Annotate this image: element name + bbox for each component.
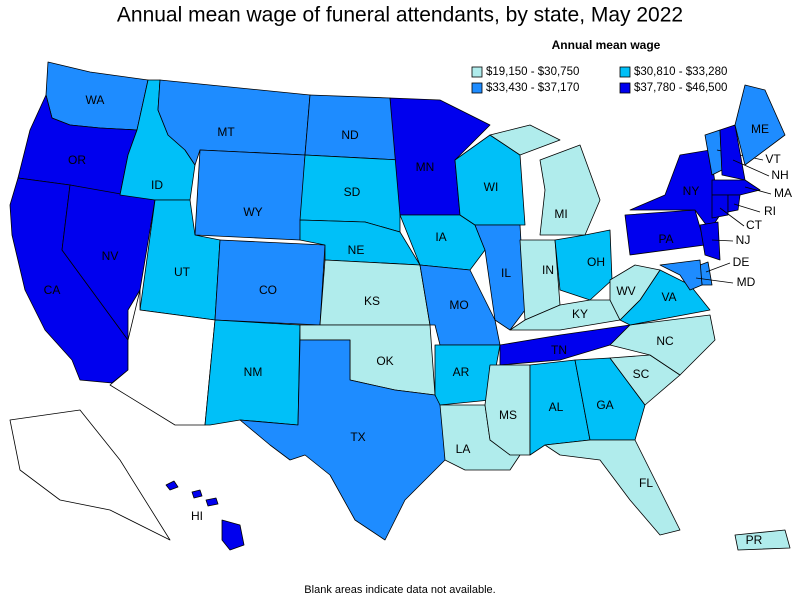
state-label: ND (341, 128, 359, 142)
state-label: LA (456, 442, 471, 456)
state (221, 519, 245, 551)
state-label: WI (484, 180, 499, 194)
state (734, 84, 786, 166)
state (711, 194, 729, 219)
state-label: FL (639, 476, 653, 490)
state-label: PR (746, 533, 763, 547)
state (205, 497, 219, 507)
footnote: Blank areas indicate data not available. (304, 584, 495, 596)
state-label: WA (86, 93, 105, 107)
state-label: ID (151, 178, 163, 192)
state (539, 144, 601, 236)
state-label: OK (376, 354, 393, 368)
state-label: AR (453, 365, 470, 379)
state-label: NY (683, 184, 700, 198)
state (699, 221, 721, 261)
state (319, 259, 431, 326)
state-label: NJ (736, 233, 751, 247)
state-label: NM (244, 365, 263, 379)
state-label: IA (435, 230, 446, 244)
state-label: PA (658, 232, 673, 246)
state-label: ME (751, 122, 769, 136)
state-label: KY (572, 307, 588, 321)
legend-swatch (619, 66, 631, 78)
legend-swatch (471, 66, 483, 78)
state-label: MI (554, 207, 567, 221)
state-label: MT (217, 125, 235, 139)
leader-line (733, 203, 761, 213)
states: WA OR CA NV ID MT WY UT CO NM ND SD NE KS OK TX MN IA MO AR… (9, 61, 792, 551)
state (434, 344, 501, 406)
state-label: TN (551, 343, 567, 357)
leader-line (719, 207, 745, 227)
leader-line (711, 239, 734, 242)
state-label: MS (499, 408, 517, 422)
map-title: Annual mean wage of funeral attendants, … (117, 4, 683, 27)
state (191, 489, 203, 499)
state (574, 357, 646, 441)
state-label: AL (549, 400, 564, 414)
state-label: CT (746, 218, 763, 232)
state-label: TX (350, 430, 365, 444)
leader-line (744, 186, 772, 195)
state (659, 259, 703, 291)
state (165, 480, 179, 491)
state (711, 179, 761, 196)
state-label: IN (542, 263, 554, 277)
leader-line (705, 262, 731, 273)
legend-label: $30,810 - $33,280 (634, 66, 727, 78)
state-label: CA (44, 283, 61, 297)
state (194, 149, 306, 241)
state-label: NC (656, 334, 674, 348)
state-label: MA (774, 186, 792, 200)
state (734, 529, 791, 551)
state-label: GA (596, 398, 613, 412)
state-label: MD (737, 275, 756, 289)
state-label: OH (587, 255, 605, 269)
state (609, 264, 661, 321)
state-label: IL (501, 266, 511, 280)
state (544, 439, 681, 536)
leader-line (732, 159, 770, 177)
legend-swatch (619, 82, 631, 94)
state-label: NV (102, 249, 119, 263)
state (109, 289, 216, 426)
state (9, 409, 171, 541)
state-label: VA (661, 290, 676, 304)
legend-title: Annual mean wage (552, 38, 661, 52)
state-label: NE (348, 243, 365, 257)
state-label: OR (68, 153, 86, 167)
state-label: VT (765, 152, 781, 166)
state-label: DE (733, 255, 750, 269)
leader-line (695, 277, 734, 284)
state (509, 299, 621, 331)
state-label: HI (191, 509, 203, 523)
state (727, 194, 741, 213)
state-label: SD (344, 185, 361, 199)
state-label: CO (259, 283, 277, 297)
legend: $19,150 - $30,750 $30,810 - $33,280 $33,43… (471, 66, 727, 94)
state (489, 124, 561, 156)
state-label: MN (416, 160, 435, 174)
state-label: MO (449, 298, 468, 312)
legend-label: $37,780 - $46,500 (634, 82, 727, 94)
state-label: SC (633, 367, 650, 381)
state (239, 339, 446, 541)
legend-swatch (471, 82, 483, 94)
state-label: WV (616, 284, 635, 298)
state-label: KS (364, 294, 380, 308)
legend-label: $19,150 - $30,750 (486, 66, 579, 78)
state-label: UT (174, 265, 191, 279)
state-label: WY (243, 205, 262, 219)
legend-label: $33,430 - $37,170 (486, 82, 579, 94)
state-label: NH (771, 168, 788, 182)
state-label: RI (764, 204, 776, 218)
